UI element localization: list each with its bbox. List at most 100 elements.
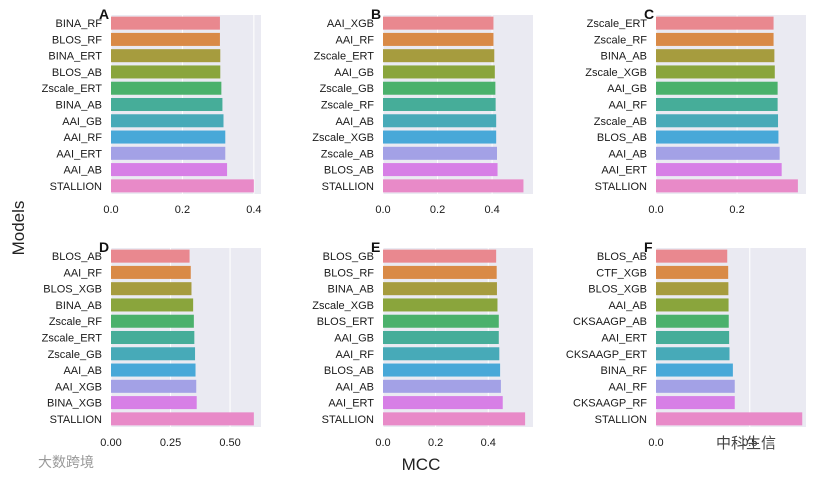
bar xyxy=(111,282,192,296)
bar xyxy=(656,249,728,263)
category-label: Zscale_RF xyxy=(49,316,102,328)
x-tick-label: 0.0 xyxy=(375,437,390,449)
category-label: AAI_ERT xyxy=(601,165,647,177)
category-label: BLOS_AB xyxy=(52,67,102,79)
x-tick-label: 0.5 xyxy=(742,437,757,449)
category-label: BLOS_AB xyxy=(324,365,374,377)
bar xyxy=(383,130,497,144)
panel-title: D xyxy=(99,239,109,255)
category-label: BINA_AB xyxy=(56,300,102,312)
bar xyxy=(656,146,780,160)
bar xyxy=(656,363,733,377)
category-label: CKSAAGP_AB xyxy=(573,316,647,328)
bar xyxy=(111,179,254,193)
watermark-left: 大数跨境 xyxy=(38,454,94,470)
category-label: Zscale_GB xyxy=(320,83,374,95)
panel-title: A xyxy=(99,6,109,22)
category-label: Zscale_ERT xyxy=(314,51,375,63)
category-label: STALLION xyxy=(50,181,102,193)
bar xyxy=(383,114,497,128)
bar xyxy=(383,146,497,160)
bar xyxy=(656,163,782,177)
category-label: BLOS_RF xyxy=(52,34,102,46)
x-tick-label: 0.4 xyxy=(481,437,496,449)
bar xyxy=(656,97,778,112)
category-label: BLOS_XGB xyxy=(43,284,102,296)
bar xyxy=(656,179,798,193)
bar xyxy=(111,330,195,345)
panel-title: F xyxy=(644,239,653,255)
x-tick-label: 0.0 xyxy=(103,204,118,216)
bar xyxy=(383,65,495,79)
panels-group: ABINA_RFBLOS_RFBINA_ERTBLOS_ABZscale_ERT… xyxy=(42,6,806,449)
category-label: AAI_ERT xyxy=(601,333,647,345)
bar xyxy=(656,32,774,46)
panel-title: E xyxy=(371,239,380,255)
bar xyxy=(383,16,494,30)
category-label: CTF_XGB xyxy=(596,267,647,279)
category-label: Zscale_GB xyxy=(48,349,102,361)
category-label: BLOS_AB xyxy=(52,251,102,263)
category-label: AAI_XGB xyxy=(327,18,374,30)
category-label: BLOS_AB xyxy=(324,165,374,177)
bar xyxy=(656,282,729,296)
category-label: AAI_AB xyxy=(608,300,647,312)
bar xyxy=(383,396,503,410)
bar xyxy=(111,16,220,30)
panel-title: C xyxy=(644,6,654,22)
category-label: BINA_XGB xyxy=(47,398,102,410)
bar xyxy=(656,379,735,393)
category-label: AAI_GB xyxy=(62,116,102,128)
bar xyxy=(383,412,526,426)
category-label: STALLION xyxy=(50,414,102,426)
category-label: AAI_AB xyxy=(63,365,102,377)
category-label: BINA_AB xyxy=(601,51,647,63)
bar xyxy=(383,379,501,393)
category-label: AAI_GB xyxy=(334,67,374,79)
bar xyxy=(656,81,778,95)
category-label: Zscale_ERT xyxy=(587,18,648,30)
bar xyxy=(383,363,501,377)
bar xyxy=(111,396,197,410)
bar xyxy=(383,314,499,328)
category-label: STALLION xyxy=(322,181,374,193)
category-label: BLOS_AB xyxy=(597,132,647,144)
category-label: Zscale_RF xyxy=(321,100,374,112)
category-label: AAI_XGB xyxy=(55,381,102,393)
category-label: STALLION xyxy=(595,181,647,193)
category-label: Zscale_RF xyxy=(594,34,647,46)
bar xyxy=(383,265,497,279)
bar xyxy=(111,32,220,46)
category-label: BLOS_RF xyxy=(324,267,374,279)
category-label: BLOS_XGB xyxy=(588,284,647,296)
category-label: AAI_AB xyxy=(335,381,374,393)
category-label: AAI_ERT xyxy=(56,148,102,160)
bar xyxy=(383,49,495,63)
category-label: BINA_AB xyxy=(56,100,102,112)
category-label: BINA_RF xyxy=(56,18,103,30)
category-label: BLOS_ERT xyxy=(317,316,375,328)
bar xyxy=(111,130,226,144)
x-tick-label: 0.2 xyxy=(430,204,445,216)
x-tick-label: 0.2 xyxy=(729,204,744,216)
category-label: STALLION xyxy=(322,414,374,426)
category-label: AAI_AB xyxy=(608,148,647,160)
bar xyxy=(111,114,224,128)
bar xyxy=(656,314,729,328)
bar xyxy=(383,330,499,345)
bar xyxy=(111,81,222,95)
category-label: Zscale_XGB xyxy=(312,132,374,144)
bar xyxy=(111,363,196,377)
category-label: AAI_RF xyxy=(608,381,647,393)
category-label: Zscale_ERT xyxy=(42,333,103,345)
category-label: BLOS_AB xyxy=(597,251,647,263)
bar xyxy=(383,163,498,177)
bar xyxy=(656,114,779,128)
bar xyxy=(656,65,775,79)
category-label: BLOS_GB xyxy=(323,251,374,263)
category-label: AAI_RF xyxy=(63,267,102,279)
